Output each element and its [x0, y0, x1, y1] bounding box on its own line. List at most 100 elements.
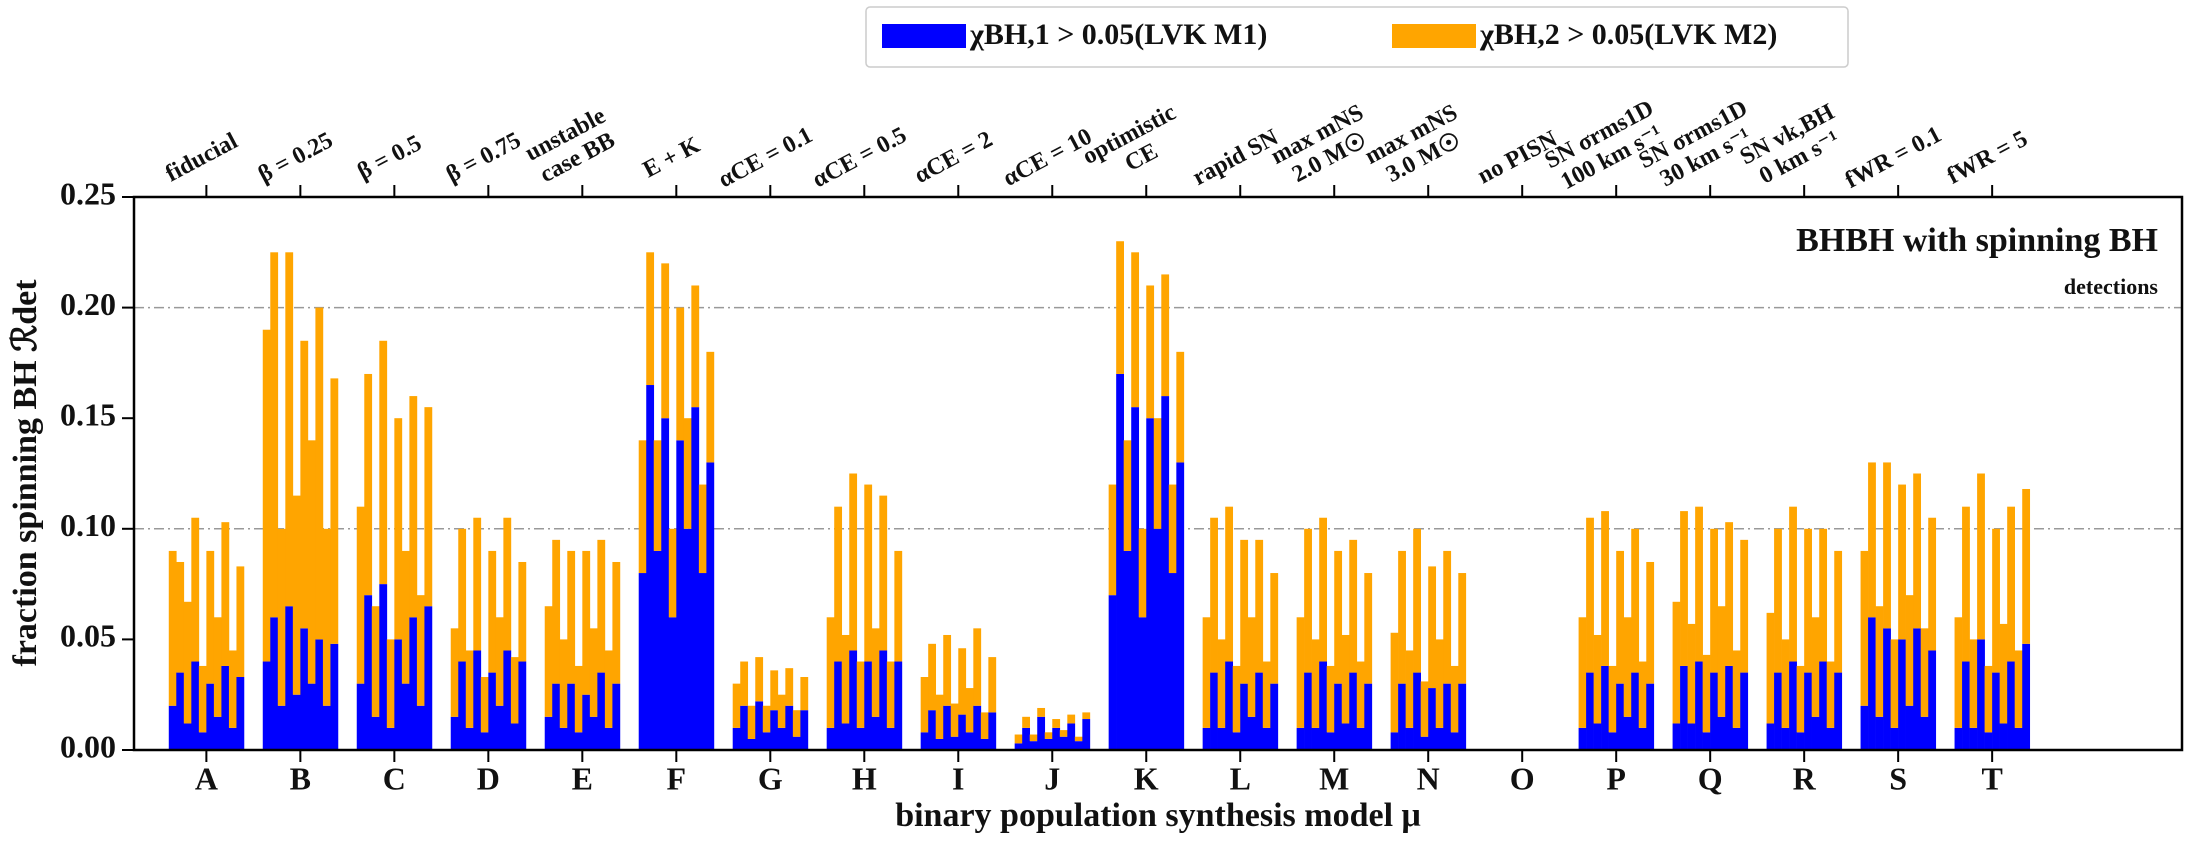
x-tick-label: A [195, 760, 218, 796]
bar-segment [356, 506, 365, 684]
bar-segment [1108, 595, 1117, 750]
bar-segment [1232, 732, 1241, 750]
bar-segment [691, 407, 700, 750]
bar-segment [1962, 506, 1970, 662]
bar-segment [1146, 285, 1155, 419]
bar-segment [386, 727, 395, 750]
bar-segment [747, 738, 756, 750]
bar-segment [458, 661, 467, 750]
bar-segment [841, 634, 850, 724]
bar-segment [1319, 661, 1328, 750]
bar-segment [1826, 661, 1835, 728]
bar-segment [1029, 734, 1038, 742]
top-tick-label: αCE = 0.5 [808, 122, 911, 193]
bar-segment [322, 705, 331, 750]
top-label: fiducial [161, 128, 242, 187]
bar-segment [638, 573, 647, 750]
bar-segment [920, 677, 929, 733]
top-label: rapid SN [1189, 124, 1284, 191]
bar-segment [1217, 727, 1226, 750]
bar-segment [292, 694, 301, 750]
bar-segment [638, 440, 647, 574]
bar-segment [416, 595, 425, 706]
bar-segment [1781, 727, 1790, 750]
bar-segment [198, 665, 207, 733]
bar-segment [1108, 484, 1117, 596]
bar-segment [1928, 517, 1937, 651]
bar-segment [2014, 727, 2023, 750]
bar-segment [409, 617, 418, 750]
bar-segment [1781, 639, 1790, 728]
top-label: αCE = 0.5 [808, 122, 911, 193]
bar-segment [1984, 732, 1993, 750]
bar-segment [300, 340, 309, 629]
top-label: β = 0.5 [353, 130, 426, 185]
bar-segment [785, 705, 794, 750]
bar-segment [1052, 727, 1061, 750]
bar-segment [988, 657, 997, 713]
bar-segment [401, 683, 410, 750]
bar-segment [1450, 732, 1459, 750]
bar-segment [307, 440, 316, 684]
bar-segment [879, 650, 888, 750]
bar-segment [450, 716, 459, 750]
legend-swatch [1392, 24, 1476, 48]
bar-segment [834, 506, 843, 662]
x-tick-label: J [1044, 760, 1060, 796]
bar-segment [871, 716, 880, 750]
bar-segment [732, 683, 741, 728]
bar-segment [465, 727, 474, 750]
bar-segment [285, 606, 294, 750]
bar-segment [864, 484, 873, 662]
bar-segment [1443, 550, 1452, 684]
y-tick-label: 0.20 [60, 286, 116, 322]
bar-segment [980, 712, 989, 739]
bar-segment [1890, 639, 1899, 728]
bar-segment [920, 732, 929, 750]
bar-segment [871, 628, 880, 717]
bar-segment [792, 736, 801, 750]
x-tick-label: B [290, 760, 311, 796]
bar-segment [559, 639, 568, 728]
bar-segment [706, 462, 715, 750]
bar-segment [236, 677, 245, 750]
bar-segment [1398, 550, 1406, 684]
top-label: SN vk,BH0 km s⁻¹ [1736, 99, 1844, 190]
bar-segment [894, 550, 903, 662]
bar-segment [698, 484, 707, 574]
bar-segment [552, 539, 561, 684]
bar-segment [770, 670, 779, 711]
bar-segment [1247, 716, 1256, 750]
bar-segment [1116, 241, 1124, 374]
bar-segment [228, 727, 237, 750]
bar-segment [928, 643, 937, 711]
bar-segment [1710, 672, 1718, 750]
bar-segment [1168, 484, 1177, 574]
bar-segment [285, 252, 294, 607]
x-tick-label: T [1981, 760, 2002, 796]
bar-segment [1687, 723, 1696, 750]
bar-segment [604, 727, 613, 750]
bar-segment [1969, 727, 1978, 750]
bar-segment [567, 550, 576, 684]
bar-segment [1811, 617, 1820, 717]
bar-segment [270, 252, 279, 618]
bar-segment [401, 550, 410, 684]
bar-segment [1834, 550, 1843, 673]
bar-segment [1913, 628, 1922, 750]
bar-segment [1789, 506, 1797, 662]
bar-segment [1999, 623, 2008, 724]
bar-segment [1725, 665, 1734, 750]
x-tick-label: O [1510, 760, 1535, 796]
bar-segment [1044, 738, 1053, 750]
bar-segment [1153, 418, 1162, 529]
bar-segment [597, 672, 606, 750]
bar-segment [1123, 440, 1132, 551]
bar-segment [574, 665, 583, 733]
bar-segment [315, 307, 324, 640]
top-tick-label: β = 0.25 [254, 127, 337, 188]
bar-segment [597, 539, 606, 673]
bar-segment [1905, 595, 1914, 706]
bar-segment [879, 495, 888, 651]
bar-segment [503, 650, 512, 750]
